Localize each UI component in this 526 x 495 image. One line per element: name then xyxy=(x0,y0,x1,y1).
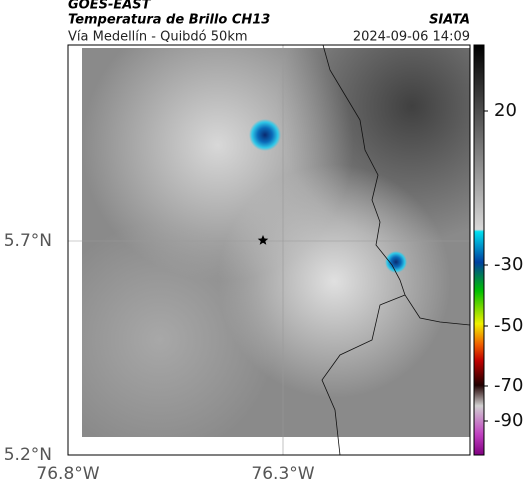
colorbar-label: -90 xyxy=(494,410,523,431)
timestamp: 2024-09-06 14:09 xyxy=(353,30,470,45)
colorbar-label: -70 xyxy=(494,375,523,396)
route: Vía Medellín - Quibdó 50km xyxy=(68,30,248,45)
colorbar-ticks xyxy=(484,110,488,422)
colorbar-label: -50 xyxy=(494,315,523,336)
lat-label: 5.7°N xyxy=(4,231,52,251)
border xyxy=(321,44,471,456)
source: GOES-EAST xyxy=(68,0,152,13)
marker xyxy=(257,235,269,245)
title: Temperatura de Brillo CH13 xyxy=(68,13,270,28)
brand: SIATA xyxy=(429,13,470,28)
lon-label: 76.8°W xyxy=(36,464,99,484)
satellite-image xyxy=(82,48,470,437)
lon-label: 76.3°W xyxy=(251,464,314,484)
map-frame xyxy=(67,44,471,456)
colorbar-label: -30 xyxy=(494,254,523,275)
colorbar xyxy=(473,44,485,456)
lat-label: 5.2°N xyxy=(4,445,52,465)
colorbar-label: 20 xyxy=(494,100,517,121)
